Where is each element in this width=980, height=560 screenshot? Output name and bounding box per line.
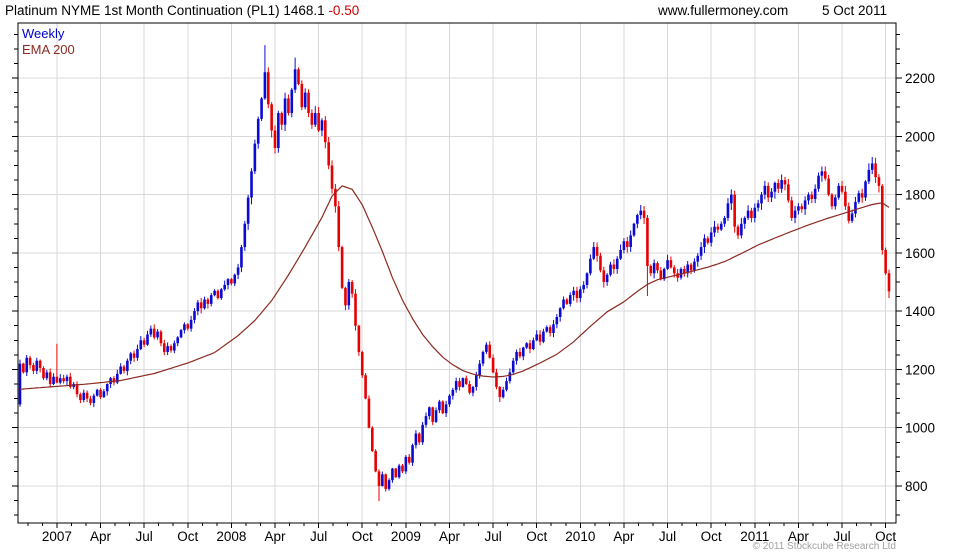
x-tick-label: Oct — [526, 529, 547, 544]
y-tick-label: 1000 — [905, 421, 935, 436]
x-tick-label: Jul — [833, 529, 850, 544]
x-tick-label: Oct — [352, 529, 373, 544]
x-tick-label: Jul — [310, 529, 327, 544]
x-tick-label: 2011 — [740, 529, 769, 544]
page-title: Platinum NYME 1st Month Continuation (PL… — [5, 3, 359, 18]
x-tick-label: Jul — [659, 529, 676, 544]
x-tick-label: 2009 — [391, 529, 421, 544]
x-tick-label: Apr — [264, 529, 286, 544]
x-tick-label: Apr — [613, 529, 635, 544]
instrument-title: Platinum NYME 1st Month Continuation (PL… — [5, 3, 325, 18]
x-tick-label: Oct — [701, 529, 722, 544]
gridlines — [18, 23, 896, 523]
chart-legend: Weekly EMA 200 — [22, 26, 75, 58]
date-label: 5 Oct 2011 — [822, 3, 888, 18]
ema-line — [19, 185, 890, 390]
y-tick-label: 1600 — [905, 246, 935, 261]
x-axis: 2007 Apr Jul Oct 2008 Apr Jul Oct 2009 Apr Jul Oct 2… — [27, 523, 896, 544]
website-label: www.fullermoney.com — [658, 3, 789, 18]
price-change: -0.50 — [328, 3, 360, 18]
y-tick-label: 1200 — [905, 362, 935, 377]
x-tick-label: Apr — [439, 529, 461, 544]
y-axis: 800 1000 1200 1400 1600 1800 2000 2200 — [12, 33, 935, 516]
x-tick-label: Oct — [177, 529, 198, 544]
y-tick-label: 1800 — [905, 188, 935, 203]
x-tick-label: Oct — [875, 529, 896, 544]
x-tick-label: Apr — [788, 529, 810, 544]
x-tick-label: Apr — [90, 529, 112, 544]
weekly-candles — [18, 45, 891, 502]
x-tick-label: Jul — [136, 529, 153, 544]
x-tick-label: Jul — [484, 529, 501, 544]
y-tick-label: 800 — [905, 479, 928, 494]
legend-ema-200: EMA 200 — [22, 42, 75, 57]
y-tick-label: 2000 — [905, 129, 935, 144]
y-tick-label: 2200 — [905, 71, 935, 86]
x-tick-label: 2010 — [565, 529, 595, 544]
copyright-notice: © 2011 Stockcube Research Ltd — [752, 541, 896, 552]
x-tick-label: 2008 — [216, 529, 246, 544]
legend-weekly: Weekly — [22, 26, 65, 41]
plot-border — [17, 22, 897, 524]
x-tick-label: 2007 — [42, 529, 72, 544]
y-tick-label: 1400 — [905, 304, 935, 319]
